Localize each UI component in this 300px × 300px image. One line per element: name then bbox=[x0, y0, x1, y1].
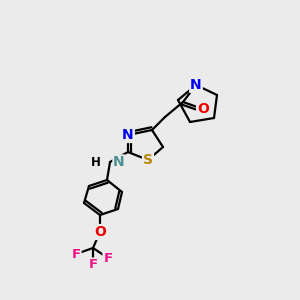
Text: N: N bbox=[190, 78, 202, 92]
Text: N: N bbox=[113, 155, 124, 169]
Text: H: H bbox=[91, 155, 101, 169]
Text: O: O bbox=[94, 225, 106, 239]
Text: N: N bbox=[122, 128, 134, 142]
Text: F: F bbox=[71, 248, 81, 260]
Text: S: S bbox=[143, 153, 153, 167]
Text: O: O bbox=[197, 102, 209, 116]
Text: F: F bbox=[88, 259, 98, 272]
Text: F: F bbox=[103, 251, 112, 265]
